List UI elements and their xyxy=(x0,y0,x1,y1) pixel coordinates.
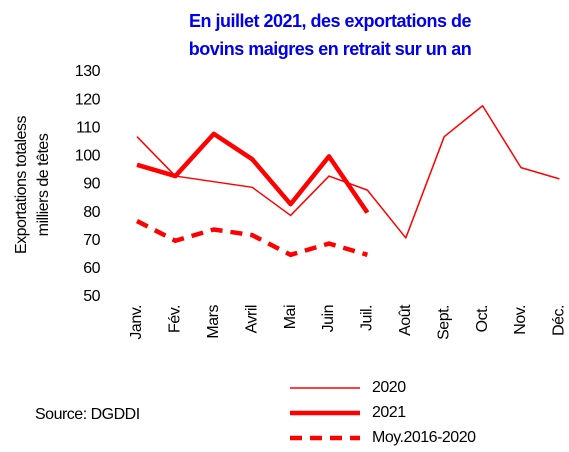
x-tick-label: Mai xyxy=(282,305,299,329)
y-tick-label: 120 xyxy=(75,91,101,108)
x-tick-label: Déc. xyxy=(551,305,568,336)
y-axis-label: Exportations totaless xyxy=(13,115,30,254)
source: Source: DGDDI xyxy=(35,406,140,423)
y-axis-label: milliers de têtes xyxy=(35,133,52,236)
series-line xyxy=(136,105,560,239)
x-tick-label: Juil. xyxy=(359,305,376,331)
legend-label: Moy.2016-2020 xyxy=(372,429,476,446)
x-tick-label: Fév. xyxy=(167,305,184,333)
legend-label: 2020 xyxy=(372,379,406,396)
y-tick-label: 100 xyxy=(75,148,101,165)
x-tick-label: Janv. xyxy=(128,305,145,340)
y-tick-label: 110 xyxy=(76,119,101,136)
y-tick-label: 50 xyxy=(83,288,100,305)
x-tick-label: Sept. xyxy=(435,305,452,340)
y-tick-label: 130 xyxy=(75,63,101,80)
x-tick-label: Oct. xyxy=(474,305,491,332)
y-tick-label: 60 xyxy=(83,260,100,277)
legend-label: 2021 xyxy=(372,404,406,421)
chart-title: bovins maigres en retrait sur un an xyxy=(189,39,472,59)
x-tick-label: Nov. xyxy=(512,305,529,335)
chart-title: En juillet 2021, des exportations de xyxy=(189,11,472,31)
y-tick-label: 80 xyxy=(83,204,100,221)
y-tick-label: 90 xyxy=(83,176,100,193)
series-line xyxy=(135,219,369,258)
series-line xyxy=(136,131,370,214)
x-tick-label: Juin xyxy=(320,305,337,332)
y-tick-label: 70 xyxy=(83,232,100,249)
x-tick-label: Avril xyxy=(243,305,260,333)
x-tick-label: Mars xyxy=(205,305,222,339)
x-tick-label: Août xyxy=(397,304,414,336)
